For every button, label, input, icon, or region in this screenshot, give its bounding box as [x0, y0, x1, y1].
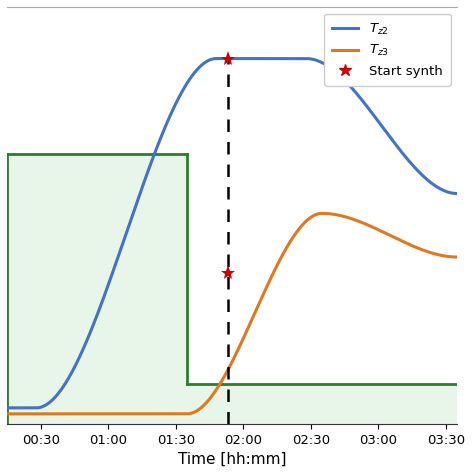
Legend: $T_{z2}$, $T_{z3}$, Start synth: $T_{z2}$, $T_{z3}$, Start synth — [324, 14, 451, 86]
Polygon shape — [7, 154, 457, 424]
X-axis label: Time [hh:mm]: Time [hh:mm] — [178, 452, 286, 467]
